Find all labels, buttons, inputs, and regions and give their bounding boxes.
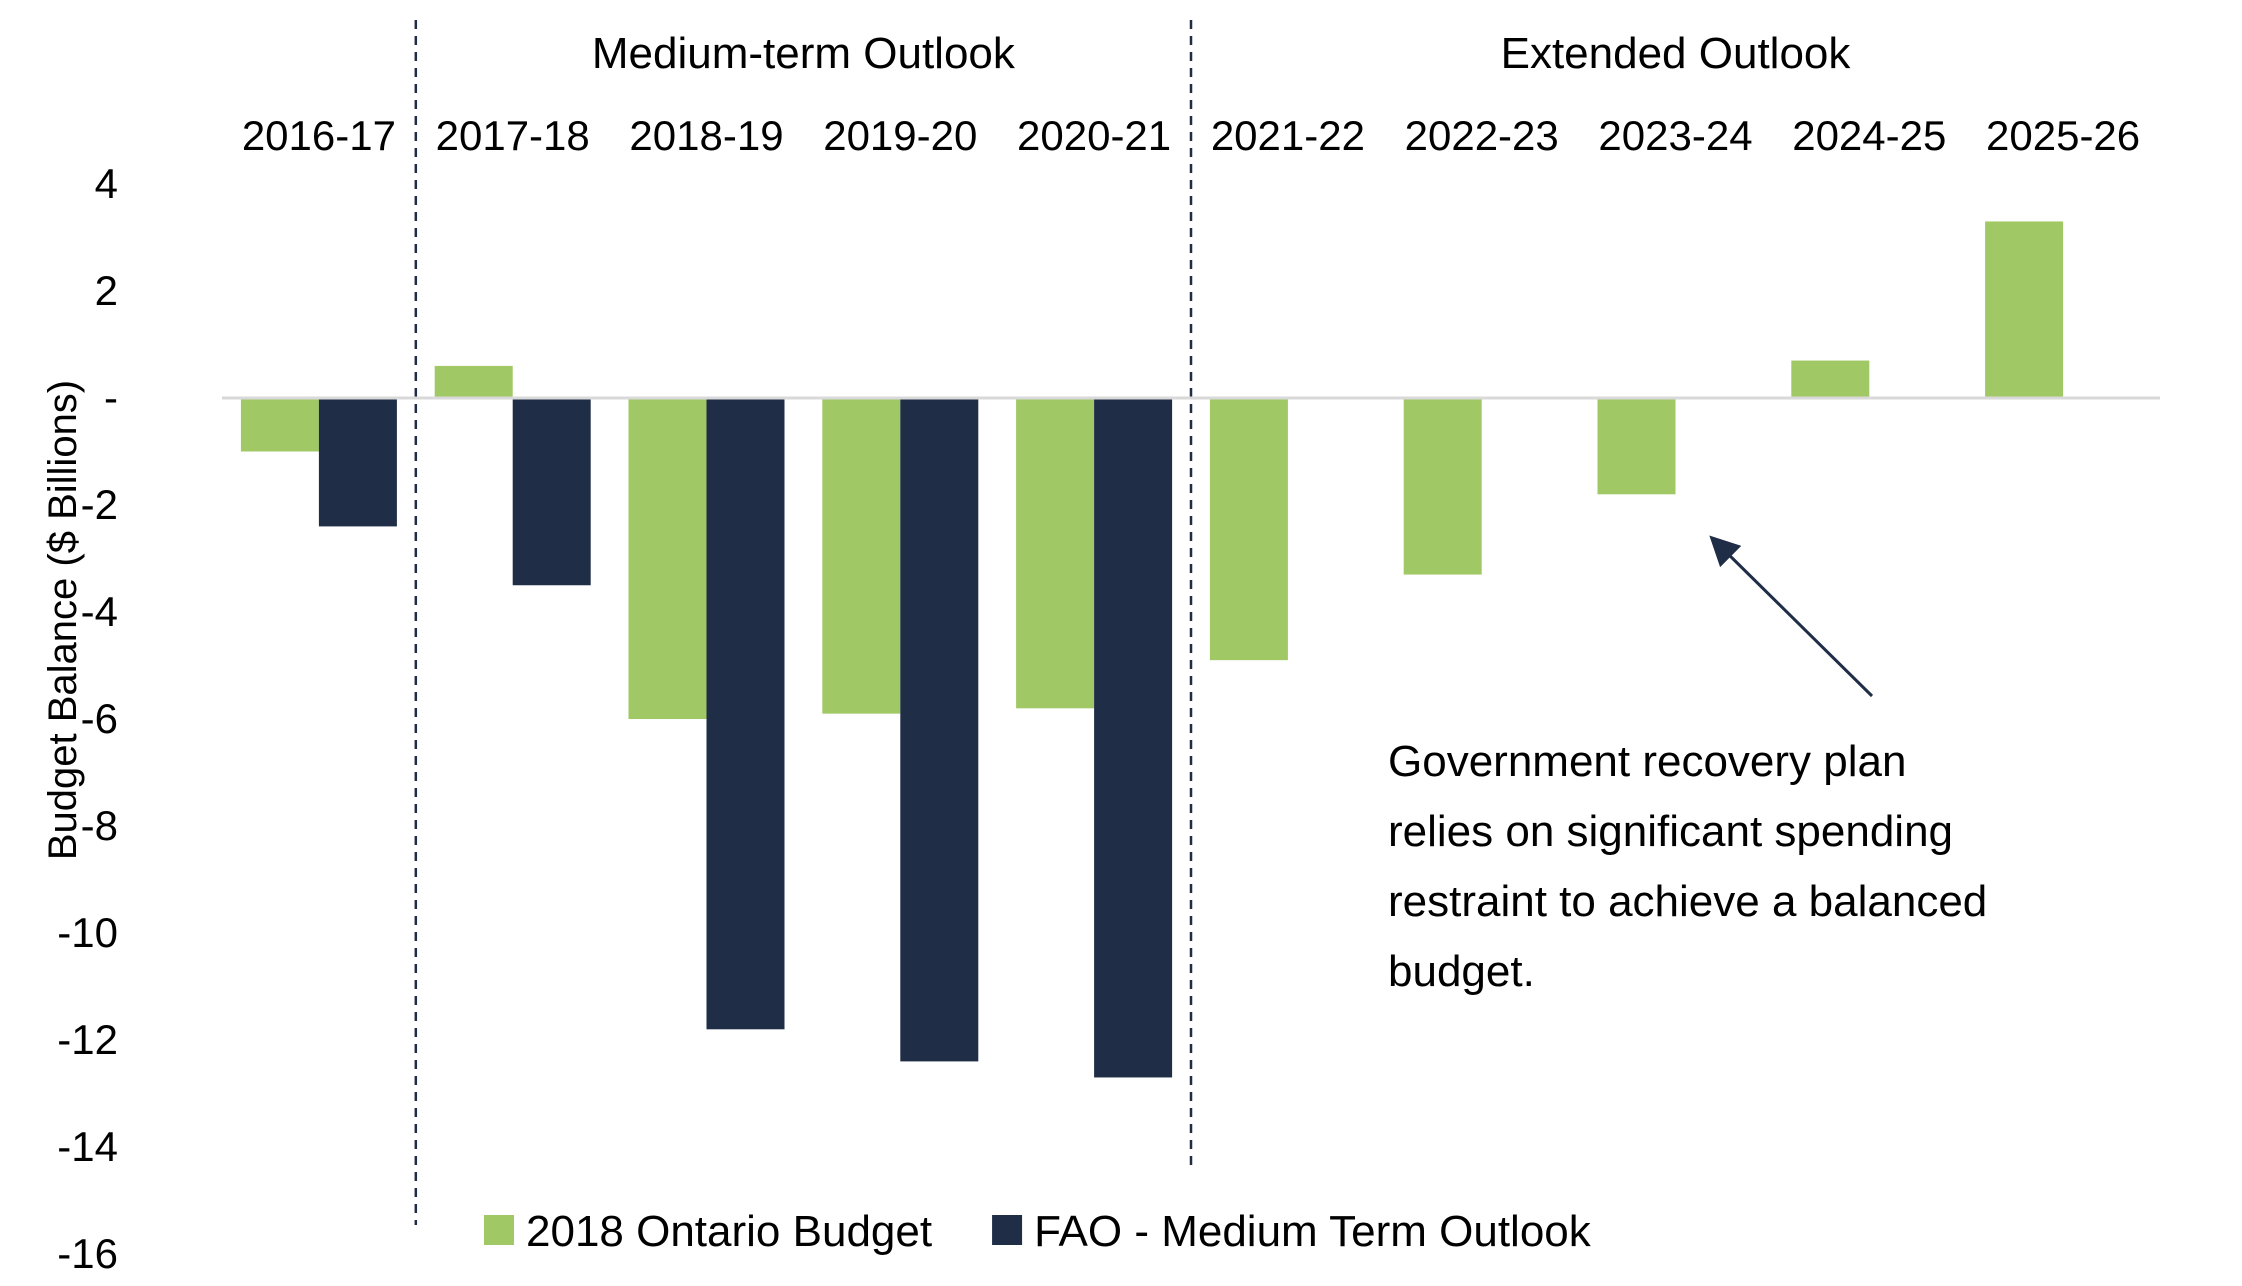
bar: [1016, 398, 1095, 709]
x-axis-categories: 2016-17 2017-18 2018-19 2019-20 2020-21 2021-…: [242, 112, 2140, 159]
y-tick-label: 4: [95, 160, 118, 207]
section-heading: Extended Outlook: [1501, 29, 1852, 78]
y-tick-label: -6: [81, 695, 118, 742]
bar: [318, 398, 397, 527]
section-heading: Medium-term Outlook: [592, 29, 1016, 78]
annotation-text-line: restraint to achieve a balanced: [1388, 877, 1987, 926]
bar: [512, 398, 591, 586]
bar: [1094, 398, 1173, 1078]
bar: [434, 365, 513, 398]
legend-swatch: [992, 1215, 1023, 1245]
bar: [1403, 398, 1482, 575]
annotation-text-line: relies on significant spending: [1388, 807, 1953, 856]
y-tick-label: -16: [57, 1230, 118, 1277]
x-category-label: 2018-19: [629, 112, 783, 159]
outlook-sections: Medium-term Outlook Extended Outlook: [414, 20, 1852, 1225]
x-category-label: 2021-22: [1211, 112, 1365, 159]
legend-label: 2018 Ontario Budget: [526, 1207, 932, 1256]
bar: [1791, 360, 1870, 398]
bar: [1985, 221, 2064, 398]
x-category-label: 2020-21: [1017, 112, 1171, 159]
legend: 2018 Ontario Budget FAO - Medium Term Out…: [484, 1207, 1592, 1256]
y-tick-label: -: [104, 374, 118, 421]
y-axis-ticks: 4 2 - -2 -4 -6 -8 -10 -12 -14 -16: [57, 160, 118, 1277]
x-category-label: 2025-26: [1986, 112, 2140, 159]
bar: [628, 398, 707, 719]
bar: [822, 398, 901, 714]
legend-swatch: [484, 1215, 514, 1245]
x-category-label: 2023-24: [1598, 112, 1752, 159]
x-category-label: 2017-18: [436, 112, 590, 159]
x-category-label: 2016-17: [242, 112, 396, 159]
y-axis-title: Budget Balance ($ Billions): [41, 380, 85, 860]
bar: [1597, 398, 1676, 495]
annotation-text-line: Government recovery plan: [1388, 737, 1906, 786]
x-category-label: 2019-20: [823, 112, 977, 159]
x-category-label: 2022-23: [1405, 112, 1559, 159]
bar: [240, 398, 319, 452]
annotation-arrow: [1709, 535, 1874, 698]
bar: [706, 398, 785, 1030]
legend-label: FAO - Medium Term Outlook: [1034, 1207, 1592, 1256]
y-tick-label: -10: [57, 909, 118, 956]
annotation: Government recovery plan relies on signif…: [1388, 535, 1987, 996]
y-tick-label: -14: [57, 1123, 118, 1170]
y-tick-label: -8: [81, 802, 118, 849]
bar: [1209, 398, 1288, 661]
y-tick-label: -4: [81, 588, 118, 635]
bars: [240, 221, 2064, 1078]
bar: [900, 398, 979, 1062]
annotation-text-line: budget.: [1388, 947, 1535, 996]
y-tick-label: 2: [95, 267, 118, 314]
x-category-label: 2024-25: [1792, 112, 1946, 159]
y-tick-label: -12: [57, 1016, 118, 1063]
y-tick-label: -2: [81, 481, 118, 528]
